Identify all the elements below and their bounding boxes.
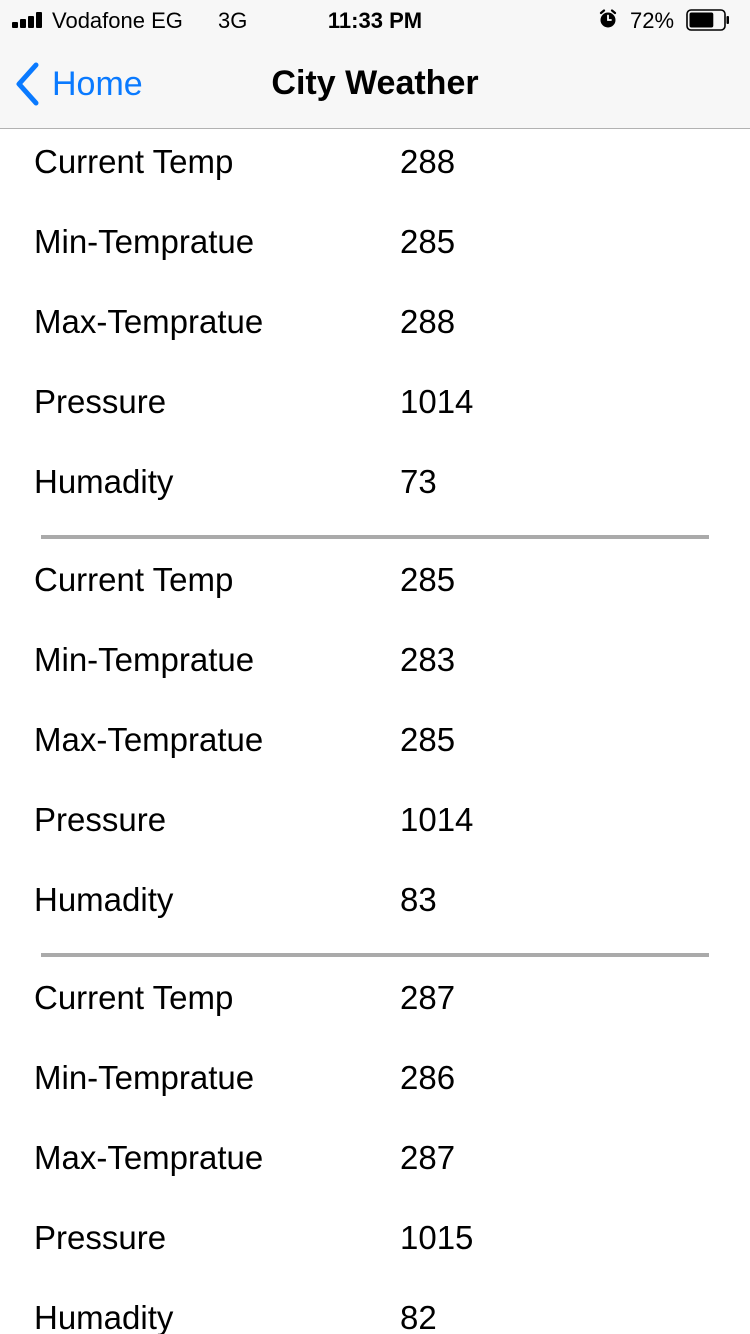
navigation-bar: Home City Weather <box>0 40 750 129</box>
field-label: Max-Tempratue <box>34 303 264 340</box>
field-value: 288 <box>400 303 456 340</box>
field-label: Pressure <box>34 801 167 838</box>
field-value: 82 <box>400 1299 437 1334</box>
field-value: 285 <box>400 561 456 598</box>
field-label: Max-Tempratue <box>34 1139 264 1176</box>
list-item: Pressure 1014 <box>0 369 750 449</box>
list-item: Pressure 1014 <box>0 787 750 867</box>
field-label: Current Temp <box>34 143 234 180</box>
list-item: Humadity 83 <box>0 867 750 947</box>
status-bar: Vodafone EG 3G 11:33 PM 72% <box>0 0 750 40</box>
field-label: Current Temp <box>34 979 234 1016</box>
weather-list[interactable]: Current Temp 288 Min-Tempratue 285 Max-Tempr… <box>0 129 750 1334</box>
field-label: Pressure <box>34 383 167 420</box>
field-value: 287 <box>400 979 456 1016</box>
field-label: Min-Tempratue <box>34 223 255 260</box>
list-item: Max-Tempratue 287 <box>0 1125 750 1205</box>
field-label: Pressure <box>34 1219 167 1256</box>
field-value: 288 <box>400 143 456 180</box>
field-label: Max-Tempratue <box>34 721 264 758</box>
status-time: 11:33 PM <box>327 8 423 33</box>
list-item: Humadity 82 <box>0 1285 750 1334</box>
carrier-name: Vodafone EG <box>52 8 183 33</box>
list-item: Max-Tempratue 285 <box>0 707 750 787</box>
field-value: 283 <box>400 641 456 678</box>
field-value: 73 <box>400 463 437 500</box>
field-label: Min-Tempratue <box>34 1059 255 1096</box>
list-item: Pressure 1015 <box>0 1205 750 1285</box>
list-item: Min-Tempratue 286 <box>0 1045 750 1125</box>
field-value: 1015 <box>400 1219 474 1256</box>
field-value: 285 <box>400 223 456 260</box>
battery-icon <box>686 9 729 31</box>
list-item: Min-Tempratue 285 <box>0 209 750 289</box>
list-item: Current Temp 285 <box>0 547 750 627</box>
chevron-left-icon <box>16 62 39 106</box>
field-value: 83 <box>400 881 437 918</box>
field-value: 285 <box>400 721 456 758</box>
record-separator <box>41 953 709 957</box>
field-label: Humadity <box>34 1299 174 1334</box>
battery-percent: 72% <box>630 8 675 33</box>
network-type: 3G <box>218 8 248 33</box>
field-label: Min-Tempratue <box>34 641 255 678</box>
signal-icon <box>12 12 46 28</box>
back-button[interactable]: Home <box>14 58 143 110</box>
field-label: Current Temp <box>34 561 234 598</box>
field-value: 286 <box>400 1059 456 1096</box>
field-label: Humadity <box>34 881 174 918</box>
field-value: 287 <box>400 1139 456 1176</box>
field-value: 1014 <box>400 383 474 420</box>
alarm-icon <box>599 9 617 28</box>
field-value: 1014 <box>400 801 474 838</box>
back-button-label: Home <box>52 64 143 103</box>
list-item: Min-Tempratue 283 <box>0 627 750 707</box>
page-title: City Weather <box>271 64 479 102</box>
record-separator <box>41 535 709 539</box>
list-item: Max-Tempratue 288 <box>0 289 750 369</box>
list-item: Humadity 73 <box>0 449 750 529</box>
list-item: Current Temp 288 <box>0 129 750 209</box>
field-label: Humadity <box>34 463 174 500</box>
list-item: Current Temp 287 <box>0 965 750 1045</box>
